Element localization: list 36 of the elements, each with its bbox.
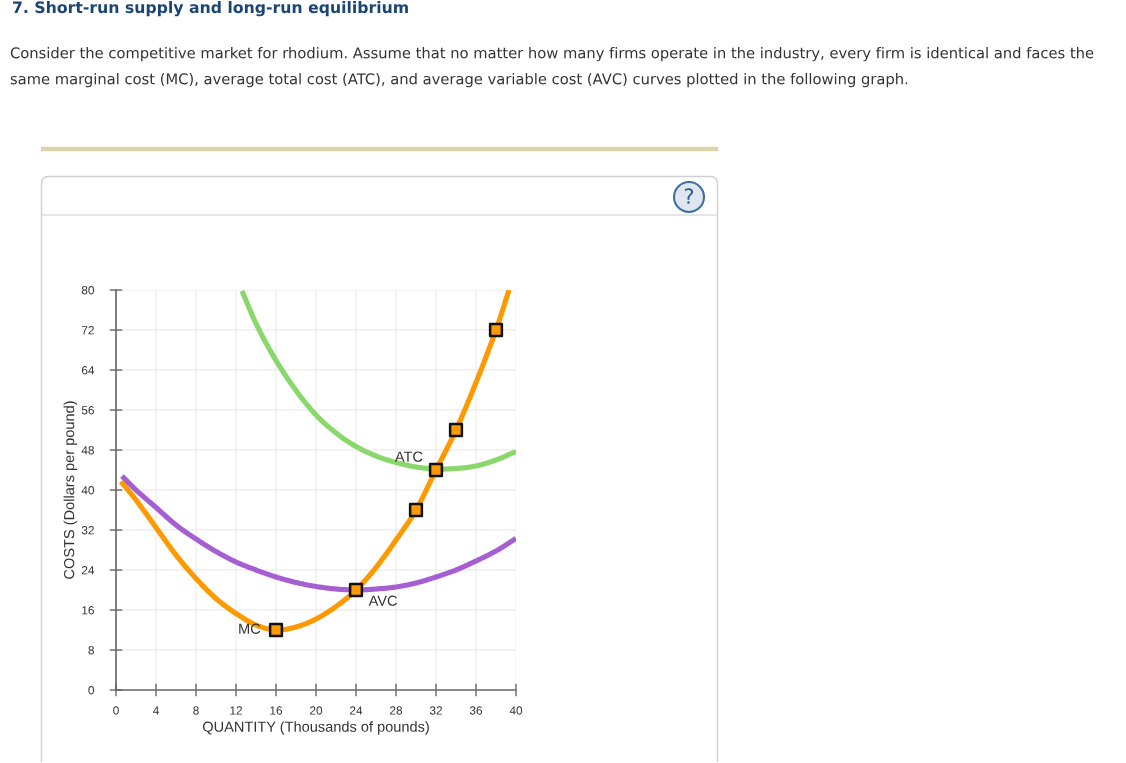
x-tick-label: 0 [113, 706, 119, 715]
point [408, 502, 424, 518]
series-label: ATC [394, 451, 423, 462]
x-tick-label: 8 [193, 706, 199, 715]
y-tick-label: 64 [81, 366, 95, 375]
x-tick-label: 40 [509, 706, 523, 715]
x-tick-label: 20 [310, 706, 323, 715]
y-axis-title: COSTS (Dollars per pound) [63, 401, 78, 579]
y-tick-label: 16 [82, 606, 94, 615]
series-label: AVC [368, 595, 397, 606]
y-tick-label: 24 [81, 566, 95, 575]
x-tick-label: 36 [469, 706, 483, 715]
point [428, 462, 444, 478]
y-tick-label: 32 [81, 526, 94, 535]
point [488, 322, 504, 338]
x-axis-title: QUANTITY (Thousands of pounds) [202, 721, 429, 735]
y-tick-label: 0 [88, 686, 95, 695]
x-tick-label: 4 [152, 706, 159, 715]
y-tick-label: 80 [81, 286, 95, 295]
y-tick-label: 56 [81, 406, 94, 415]
y-tick-label: 8 [88, 646, 94, 655]
x-tick-label: 28 [390, 706, 403, 715]
series-label: MC [239, 623, 261, 634]
x-tick-label: 12 [230, 706, 242, 715]
text: Consider the competitive market for rhodium. Assume that no matter how many firms operate in the industry, every firm is identical and faces the same marginal cost (MC), average total cost (ATC), and average variable cost (AVC) curves plotted in the following graph. [10, 47, 1094, 88]
point [268, 622, 284, 638]
x-tick-label: 16 [270, 706, 283, 715]
x-tick-label: 32 [429, 706, 442, 715]
point [348, 582, 364, 598]
point [448, 422, 464, 438]
text: ? [684, 188, 694, 204]
chart-title: 7. Short-run supply and long-run equilibrium [13, 1, 408, 17]
y-tick-label: 48 [81, 446, 94, 455]
x-tick-label: 24 [350, 706, 363, 715]
y-tick-label: 40 [81, 486, 95, 495]
y-tick-label: 72 [81, 326, 94, 335]
